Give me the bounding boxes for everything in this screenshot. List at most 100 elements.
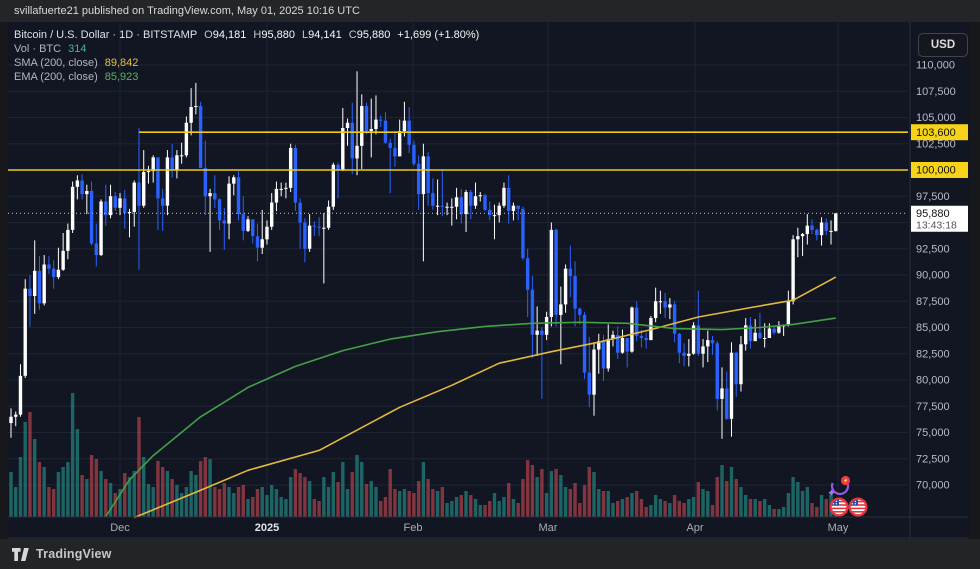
candle-body bbox=[355, 145, 359, 159]
candle bbox=[56, 247, 61, 280]
us-flag-event-icon[interactable] bbox=[829, 497, 849, 517]
volume-bar bbox=[445, 503, 449, 517]
candle bbox=[99, 199, 103, 257]
candle bbox=[459, 188, 463, 224]
volume-bar bbox=[464, 491, 468, 517]
candle-body bbox=[99, 201, 103, 256]
candle-body bbox=[497, 205, 501, 216]
volume-bar bbox=[70, 393, 75, 517]
candle bbox=[350, 102, 354, 175]
candle bbox=[66, 223, 70, 260]
candle-body bbox=[416, 163, 421, 195]
flag-star bbox=[854, 500, 857, 503]
volume-bar bbox=[142, 457, 146, 517]
price-tick-label: 107,500 bbox=[916, 86, 956, 98]
high-value: 95,880 bbox=[261, 29, 295, 41]
candle-body bbox=[810, 225, 814, 230]
candle bbox=[701, 339, 705, 368]
candle bbox=[208, 188, 212, 252]
candle bbox=[483, 194, 487, 211]
candle bbox=[634, 301, 639, 342]
volume-bar bbox=[232, 493, 236, 517]
candle bbox=[786, 290, 791, 327]
candle bbox=[108, 184, 113, 219]
price-level-label[interactable]: 103,600 bbox=[911, 124, 968, 141]
volume-bar bbox=[369, 481, 373, 517]
volume-bar bbox=[611, 503, 615, 517]
candle bbox=[421, 143, 426, 262]
candle-body bbox=[701, 346, 705, 354]
candle bbox=[23, 279, 27, 378]
candle bbox=[303, 218, 307, 263]
candle bbox=[42, 255, 46, 306]
candle bbox=[412, 140, 416, 166]
candle-body bbox=[203, 167, 208, 197]
candle-body bbox=[739, 344, 743, 385]
volume-indicator-label[interactable]: Vol · BTC bbox=[14, 43, 62, 55]
candle bbox=[568, 245, 573, 298]
candle bbox=[720, 367, 724, 439]
volume-bar bbox=[815, 507, 819, 517]
low-label: L bbox=[302, 29, 309, 41]
price-chart[interactable]: 110,000 107,500 105,000 102,500 97,500 92,500… bbox=[0, 22, 980, 539]
tradingview-logo[interactable]: TradingView bbox=[12, 547, 112, 561]
candle bbox=[464, 189, 468, 232]
candle bbox=[246, 216, 250, 232]
candle bbox=[37, 256, 42, 310]
candle bbox=[810, 219, 814, 235]
volume-bar bbox=[459, 495, 463, 517]
candle-body bbox=[179, 155, 184, 157]
candle-body bbox=[459, 197, 463, 215]
volume-bar bbox=[568, 489, 573, 517]
candle bbox=[146, 165, 151, 184]
candle-body bbox=[379, 119, 383, 121]
candle-body bbox=[369, 129, 373, 132]
candle bbox=[549, 222, 554, 327]
volume-bar bbox=[179, 493, 184, 517]
sma-indicator-label[interactable]: SMA (200, close) bbox=[14, 57, 98, 69]
volume-bar bbox=[397, 491, 402, 517]
volume-bar bbox=[412, 493, 416, 517]
candle bbox=[753, 319, 757, 342]
candle bbox=[473, 182, 478, 209]
last-price-label-bg bbox=[911, 205, 968, 232]
flag-canton bbox=[850, 499, 858, 506]
symbol-title[interactable]: Bitcoin / U.S. Dollar · 1D · BITSTAMP bbox=[14, 29, 198, 41]
sparkle-icon bbox=[828, 489, 835, 496]
replay-sticker-icon[interactable] bbox=[828, 475, 851, 496]
candle bbox=[559, 286, 563, 365]
volume-bar bbox=[241, 485, 245, 517]
us-flag-event-icon[interactable] bbox=[848, 497, 868, 517]
candle-body bbox=[502, 187, 506, 206]
volume-bar bbox=[307, 481, 312, 517]
candle-body bbox=[535, 330, 539, 335]
candle bbox=[450, 198, 454, 226]
volume-bar bbox=[729, 467, 734, 517]
candle bbox=[355, 71, 359, 176]
flag-star bbox=[854, 503, 857, 505]
sma-value: 89,842 bbox=[104, 57, 139, 69]
candle bbox=[18, 364, 23, 417]
candle bbox=[241, 196, 245, 241]
candle bbox=[511, 202, 516, 221]
candle bbox=[744, 318, 748, 351]
candle-body bbox=[634, 307, 639, 336]
candle-body bbox=[715, 343, 719, 399]
candle bbox=[554, 228, 558, 327]
candle bbox=[227, 176, 231, 240]
candle-body bbox=[611, 334, 615, 340]
volume-bar bbox=[317, 501, 321, 517]
volume-bar bbox=[540, 469, 544, 517]
currency-toggle-button[interactable]: USD bbox=[918, 33, 968, 57]
candle bbox=[236, 171, 241, 221]
volume-bar bbox=[113, 493, 117, 517]
candle-body bbox=[85, 191, 89, 195]
ema-indicator-label[interactable]: EMA (200, close) bbox=[14, 71, 98, 83]
candle-body bbox=[530, 289, 535, 335]
candle-body bbox=[146, 171, 151, 173]
candle-body bbox=[597, 341, 601, 350]
candle-body bbox=[246, 219, 250, 231]
volume-bar bbox=[61, 467, 65, 517]
price-level-label[interactable]: 100,000 bbox=[911, 162, 968, 178]
volume-bar bbox=[298, 473, 302, 517]
